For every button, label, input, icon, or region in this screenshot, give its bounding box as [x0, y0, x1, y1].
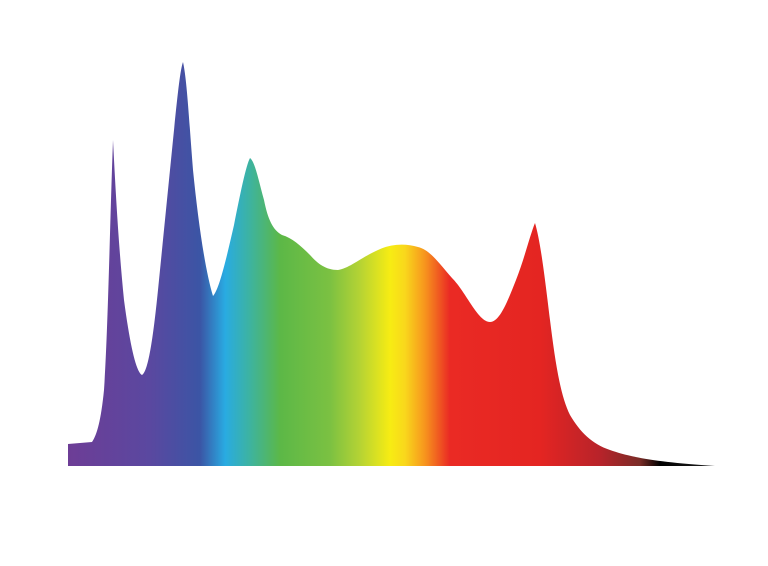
spectrum-area	[68, 62, 715, 466]
